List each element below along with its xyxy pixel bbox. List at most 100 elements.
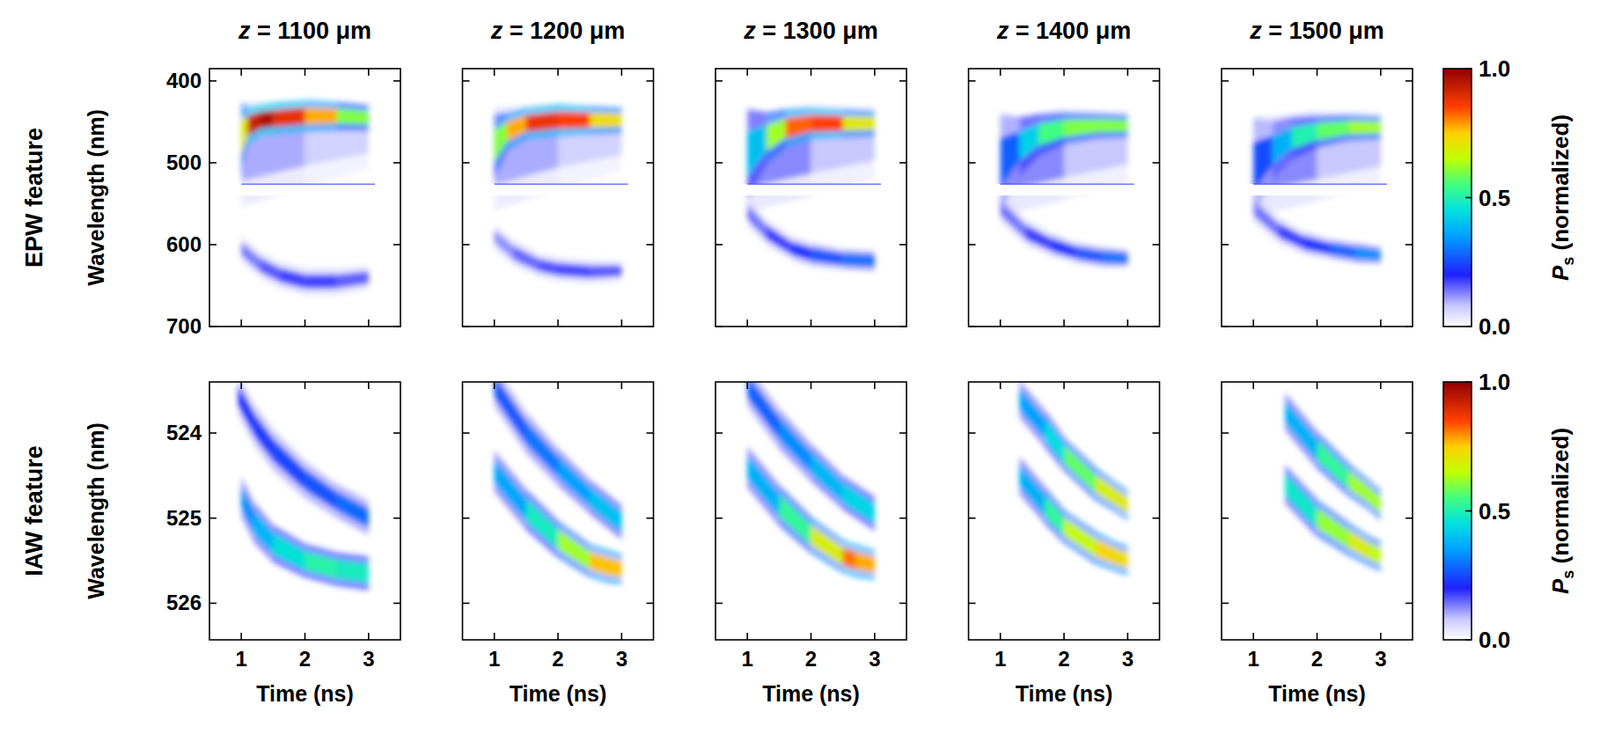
plot-area xyxy=(238,381,369,591)
streak-segment xyxy=(557,103,590,137)
y-tick xyxy=(1221,80,1229,82)
colorbar-title: Ps (normalized) xyxy=(1547,114,1578,281)
streak-segment xyxy=(526,103,558,140)
x-tick xyxy=(1127,381,1130,389)
streak-segment xyxy=(1051,233,1078,263)
streak-segment xyxy=(538,259,558,276)
frame xyxy=(209,68,401,327)
y-tick xyxy=(968,80,977,82)
x-tick xyxy=(810,319,813,327)
frame xyxy=(715,68,907,327)
streak-segment xyxy=(1019,113,1039,177)
streak-segment xyxy=(1304,237,1330,255)
y-tick-label: 700 xyxy=(166,314,202,338)
x-tick-label: 2 xyxy=(805,646,817,671)
streak-segment xyxy=(1000,113,1021,213)
y-tick xyxy=(715,517,723,520)
streak-segment xyxy=(1095,467,1116,513)
y-tick xyxy=(1405,325,1413,328)
streak-segment xyxy=(1349,522,1369,566)
streak-segment xyxy=(254,501,274,563)
streak-segment xyxy=(1064,518,1096,558)
streak-segment xyxy=(766,226,793,256)
streak-segment xyxy=(1278,224,1305,250)
streak-segment xyxy=(1077,242,1103,267)
panel: 123Time (ns)0.00.51.0Ps (normalized) xyxy=(1221,368,1578,706)
x-tick xyxy=(493,381,496,389)
y-tick xyxy=(1152,161,1160,164)
x-tick xyxy=(367,68,370,76)
streak-segment xyxy=(1019,124,1039,162)
notch-band xyxy=(715,183,907,196)
y-tick xyxy=(1405,243,1413,246)
streaks xyxy=(747,381,875,580)
y-tick xyxy=(1221,602,1229,605)
streak-segment xyxy=(1064,119,1096,138)
notch-edge xyxy=(494,183,629,185)
streak-segment xyxy=(778,495,811,545)
plot-area xyxy=(494,381,623,585)
panel-title: z = 1300 μm xyxy=(742,17,878,45)
streak-segment xyxy=(526,111,558,132)
streak-segment xyxy=(811,444,844,510)
x-tick xyxy=(621,381,624,389)
streak-segment xyxy=(1019,389,1045,439)
notch-band xyxy=(209,183,401,196)
streak-segment xyxy=(1019,456,1045,524)
streak-segment xyxy=(589,265,622,278)
y-tick xyxy=(968,243,977,246)
streak-segment xyxy=(1026,226,1052,251)
panel: 123Time (ns) xyxy=(968,380,1160,706)
streak-segment xyxy=(1253,110,1317,216)
streak-segment xyxy=(1101,251,1128,263)
streak-segment xyxy=(260,110,273,128)
streak-segment xyxy=(747,456,779,516)
streak-segment xyxy=(260,258,280,282)
streak-segment xyxy=(1000,200,1027,240)
streak-segment xyxy=(1026,219,1052,257)
panel-title: z = 1400 μm xyxy=(996,17,1131,45)
streak-segment xyxy=(254,403,274,470)
y-tick xyxy=(393,432,401,434)
streak-segment xyxy=(843,254,875,266)
y-tick xyxy=(1221,325,1229,328)
x-tick xyxy=(873,381,876,389)
x-tick xyxy=(240,381,243,389)
streak-segment xyxy=(557,447,590,514)
x-tick xyxy=(1252,381,1255,389)
x-tick xyxy=(1379,319,1382,327)
figure: 400500600700z = 1100 μmWavelength (nm)EP… xyxy=(0,0,1600,734)
streak-segment xyxy=(494,461,527,521)
streak-segment xyxy=(1115,549,1128,569)
streak-segment xyxy=(337,551,369,591)
x-tick-label: 3 xyxy=(868,646,881,671)
y-tick xyxy=(899,161,907,164)
streak-segment xyxy=(305,268,338,295)
streak-segment xyxy=(1019,381,1045,448)
streak-segment xyxy=(589,488,622,531)
streak-segment xyxy=(1044,419,1065,463)
x-tick xyxy=(493,319,496,327)
x-tick xyxy=(621,632,624,640)
y-tick-label: 525 xyxy=(166,506,202,530)
streak-segment xyxy=(1284,402,1317,460)
streak-segment xyxy=(1115,541,1128,577)
y-tick xyxy=(1221,432,1229,434)
streak-segment xyxy=(557,457,590,506)
y-tick xyxy=(715,602,723,605)
streak-segment xyxy=(589,551,610,575)
streak-segment xyxy=(843,116,875,132)
streak-segment xyxy=(747,381,779,440)
x-tick xyxy=(1316,381,1319,389)
y-tick xyxy=(899,432,907,434)
x-tick xyxy=(999,381,1002,389)
panel: 123Time (ns) xyxy=(462,366,654,706)
streak-segment xyxy=(1317,114,1350,148)
panel: z = 1300 μm xyxy=(715,17,907,327)
streak-segment xyxy=(1317,431,1350,497)
streak-segment xyxy=(254,512,274,553)
x-tick xyxy=(1379,68,1382,76)
streak-segment xyxy=(241,486,254,533)
colorbar xyxy=(1443,381,1472,640)
streak-segment xyxy=(1095,119,1128,133)
